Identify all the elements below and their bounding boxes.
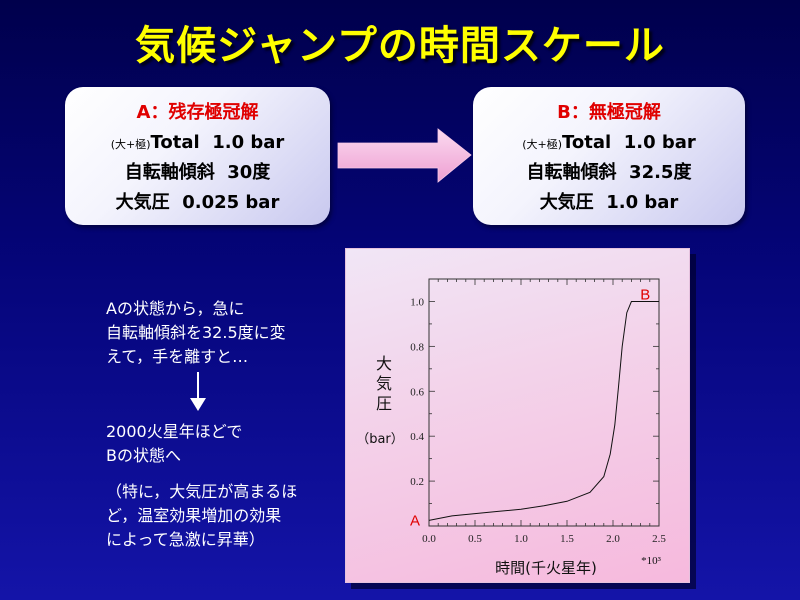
x-tick-label: 0.0 xyxy=(422,533,436,545)
x-axis-label: 時間(千火星年) xyxy=(495,559,597,577)
right-arrow-shape xyxy=(337,128,472,183)
pressure-chart: 0.0 0.5 1.0 1.5 2.0 2.5 0.2 0.4 0.6 0.8 1.0 A B 大気圧 … xyxy=(345,248,690,583)
description-line: 2000火星年ほどで xyxy=(106,422,243,441)
x-tick-label: 2.5 xyxy=(652,533,666,545)
y-tick-label: 0.8 xyxy=(410,341,424,353)
state-b-box: B：無極冠解 (大+極)Total 1.0 bar 自転軸傾斜 32.5度 大気… xyxy=(473,87,745,225)
y-tick-label: 0.4 xyxy=(410,431,424,443)
state-a-total: (大+極)Total 1.0 bar xyxy=(65,128,330,158)
state-b-tilt: 自転軸傾斜 32.5度 xyxy=(526,162,692,183)
state-b-heading: B：無極冠解 xyxy=(557,102,661,123)
description-line: （特に，大気圧が高まるほ xyxy=(106,482,298,501)
x-tick-label: 1.5 xyxy=(560,533,574,545)
chart-plot: 0.0 0.5 1.0 1.5 2.0 2.5 0.2 0.4 0.6 0.8 1.0 A B xyxy=(410,278,666,545)
y-axis-unit: （bar） xyxy=(356,432,404,447)
state-a-total-prefix: (大+極) xyxy=(110,138,151,151)
x-tick-label: 2.0 xyxy=(606,533,620,545)
description-line: ど，温室効果増加の効果 xyxy=(106,506,282,525)
series-line xyxy=(428,301,659,521)
state-b-total-value: Total 1.0 bar xyxy=(562,132,696,153)
state-a-tilt: 自転軸傾斜 30度 xyxy=(124,162,271,183)
y-axis-label: 大気圧 xyxy=(373,355,392,415)
description-line: Aの状態から，急に xyxy=(106,299,245,318)
state-a-box: A：残存極冠解 (大+極)Total 1.0 bar 自転軸傾斜 30度 大気圧… xyxy=(65,87,330,225)
annotation-label: A xyxy=(410,512,420,529)
right-arrow-icon xyxy=(337,128,472,183)
description-line: によって急激に昇華） xyxy=(106,530,265,549)
description-line: えて，手を離すと… xyxy=(106,347,249,366)
down-arrow-icon xyxy=(190,372,206,411)
state-a-heading: A：残存極冠解 xyxy=(136,102,259,123)
x-tick-label: 1.0 xyxy=(514,533,528,545)
plot-frame xyxy=(428,278,660,527)
state-a-pressure: 大気圧 0.025 bar xyxy=(115,192,280,213)
x-axis-multiplier: *10³ xyxy=(641,555,661,567)
annotation-label: B xyxy=(640,286,650,303)
state-a-total-value: Total 1.0 bar xyxy=(150,132,285,153)
y-tick-label: 0.6 xyxy=(410,386,424,398)
state-b-total-prefix: (大+極) xyxy=(522,138,563,151)
description-intro: Aの状態から，急に 自転軸傾斜を32.5度に変 えて，手を離すと… xyxy=(106,297,286,369)
y-tick-label: 0.2 xyxy=(410,476,424,488)
description-line: Bの状態へ xyxy=(106,446,181,465)
description-result: 2000火星年ほどで Bの状態へ xyxy=(106,420,242,468)
description-note: （特に，大気圧が高まるほ ど，温室効果増加の効果 によって急激に昇華） xyxy=(106,480,297,552)
description-line: 自転軸傾斜を32.5度に変 xyxy=(106,323,286,342)
state-b-pressure: 大気圧 1.0 bar xyxy=(539,192,679,213)
y-tick-label: 1.0 xyxy=(410,296,424,308)
slide-title: 気候ジャンプの時間スケール xyxy=(135,23,665,69)
x-tick-label: 0.5 xyxy=(468,533,482,545)
state-b-total: (大+極)Total 1.0 bar xyxy=(473,128,745,158)
